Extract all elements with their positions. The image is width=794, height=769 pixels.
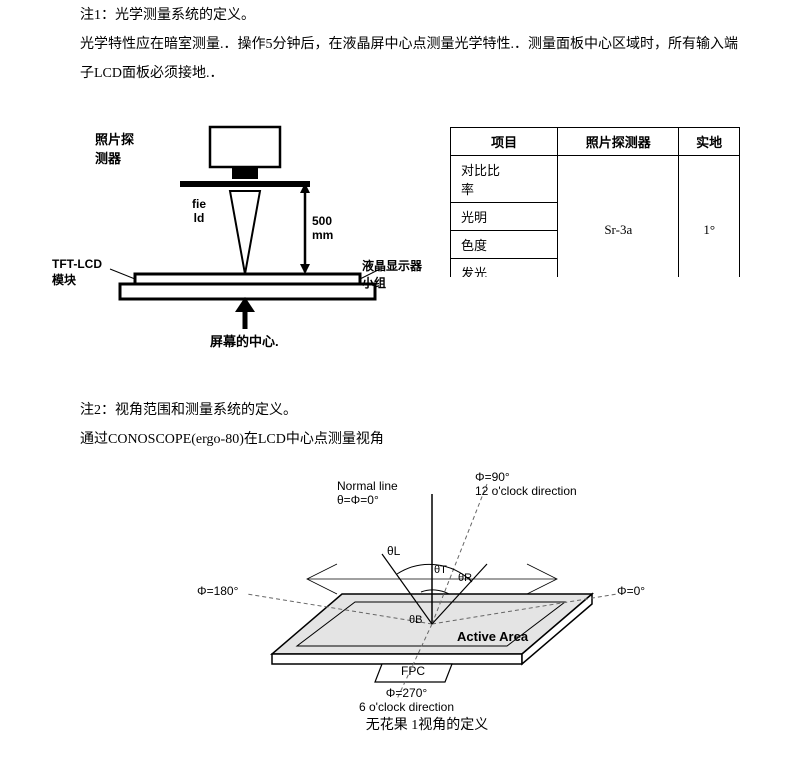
diagram2-caption: 无花果 1视角的定义	[366, 714, 489, 734]
label-fpc: FPC	[401, 664, 425, 678]
label-phi270: Φ=270° 6 o'clock direction	[359, 686, 454, 714]
note2-title: 注2：视角范围和测量系统的定义。	[80, 399, 774, 419]
label-distance: 500 mm	[312, 214, 333, 242]
label-tft-module: TFT-LCD 模块	[52, 257, 102, 288]
diagram-viewing-angle: Normal line θ=Φ=0° Φ=90° 12 o'clock dire…	[187, 464, 667, 714]
th-field: 实地	[679, 127, 740, 155]
th-detector: 照片探测器	[558, 127, 679, 155]
th-item: 项目	[451, 127, 558, 155]
label-field: fie ld	[192, 197, 206, 225]
label-thetaR: θR	[458, 572, 472, 584]
cell-item: 光明	[451, 202, 558, 230]
detector-table-wrap: 项目 照片探测器 实地 对比比 率 Sr-3a 1° 光明 色度 发光 均匀性 …	[450, 127, 740, 277]
label-phi0: Φ=0°	[617, 584, 645, 598]
detector-table: 项目 照片探测器 实地 对比比 率 Sr-3a 1° 光明 色度 发光 均匀性 …	[450, 127, 740, 277]
label-normal-line: Normal line θ=Φ=0°	[337, 479, 398, 507]
label-thetaT: θT	[434, 564, 447, 576]
cell-detector: Sr-3a	[558, 155, 679, 277]
cell-item: 发光 均匀性	[451, 258, 558, 277]
note1-body: 光学特性应在暗室测量.．操作5分钟后，在液晶屏中心点测量光学特性.．测量面板中心…	[80, 30, 744, 89]
cell-item: 对比比 率	[451, 155, 558, 202]
label-lcd-panel: 液晶显示器 小组	[362, 257, 422, 291]
label-active-area: Active Area	[457, 629, 528, 644]
label-screen-center: 屏幕的中心.	[210, 331, 279, 350]
label-photo-detector: 照片探 测器	[95, 129, 134, 167]
note1-title: 注1：光学测量系统的定义。	[80, 4, 774, 24]
diagram-measurement-system: 照片探 测器 fie ld 500 mm TFT-LCD 模块 液晶显示器 小组…	[80, 119, 420, 349]
cell-item: 色度	[451, 230, 558, 258]
label-thetaL: θL	[387, 544, 400, 558]
label-thetaB: θB	[409, 614, 422, 626]
label-phi90: Φ=90° 12 o'clock direction	[475, 470, 577, 498]
label-phi180: Φ=180°	[197, 584, 238, 598]
note2-body: 通过CONOSCOPE(ergo-80)在LCD中心点测量视角	[80, 425, 744, 454]
cell-field: 1°	[679, 155, 740, 277]
